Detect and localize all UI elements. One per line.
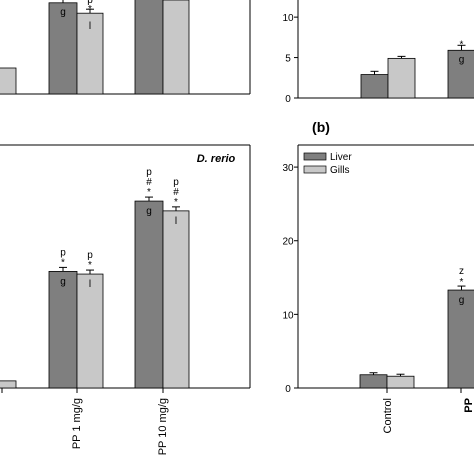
bl-sig-liver-2-1: #: [146, 177, 152, 188]
bl-sig-gills-2-l: l: [175, 216, 177, 227]
tr-ytick-label-0: 0: [285, 94, 291, 105]
br-legend-swatch-gills: [303, 165, 327, 174]
bl-annotation: D. rerio: [197, 153, 236, 165]
br-panel-label: (b): [312, 119, 330, 135]
bl-bar-gills-2: [162, 210, 190, 389]
tr-ytick-label-1: 5: [285, 54, 291, 65]
bl-sig-liver-2-g: g: [146, 206, 152, 217]
tl-bar-liver-2: [134, 0, 164, 95]
tl-sig-gills-1-l: l: [89, 21, 91, 32]
br-bar-control-liver: [359, 374, 388, 389]
br-sig-g: g: [459, 295, 465, 306]
tr-bar-control-liver: [360, 74, 389, 99]
br-ytick-label-1: 10: [282, 310, 294, 321]
br-cat-label-1: PP: [463, 398, 474, 413]
bl-bar-liver-1: [48, 270, 78, 389]
tr-sig-star: *: [460, 39, 464, 50]
br-ytick-label-0: 0: [285, 384, 291, 395]
bl-sig-gills-2-1: #: [173, 187, 179, 198]
tl-bar-gills-1: [76, 12, 104, 95]
bl-sig-liver-2-0: p: [146, 167, 152, 178]
tl-sig-gills-1-p: p: [87, 0, 93, 6]
br-ytick-label-2: 20: [282, 237, 294, 248]
bl-sig-gills-1-0: p: [87, 250, 93, 261]
bl-sig-liver-1-1: *: [61, 257, 65, 268]
tr-bar-control-gills: [387, 57, 416, 99]
br-cat-label-0: Control: [382, 398, 394, 433]
br-legend-label-gills: Gills: [330, 165, 349, 176]
br-bar-control-gills: [386, 375, 415, 389]
br-sig-star: *: [460, 277, 464, 288]
bl-bar-control-gills: [0, 380, 17, 389]
bl-sig-gills-1-l: l: [89, 279, 91, 290]
br-sig-z: z: [459, 266, 464, 277]
bl-sig-gills-2-2: *: [174, 197, 178, 208]
tl-sig-gills-1-star: *: [88, 4, 92, 15]
tr-sig-g: g: [459, 54, 465, 65]
tr-ytick-label-2: 10: [282, 13, 294, 24]
bl-sig-liver-2-2: *: [147, 187, 151, 198]
bl-cat-label-1: PP 1 mg/g: [71, 398, 83, 449]
bl-bar-gills-1: [76, 273, 104, 389]
tl-sig-liver-1: g: [60, 7, 66, 18]
br-ytick-label-3: 30: [282, 163, 294, 174]
bl-sig-gills-1-1: *: [88, 260, 92, 271]
bl-sig-liver-1-g: g: [60, 276, 66, 287]
tl-bar-control-gills: [0, 67, 17, 95]
br-legend-label-liver: Liver: [330, 152, 352, 163]
br-legend-swatch-liver: [303, 152, 327, 161]
bl-bar-liver-2: [134, 200, 164, 389]
bl-sig-gills-2-0: p: [173, 177, 179, 188]
tl-bar-gills-2: [162, 0, 190, 95]
bl-cat-label-2: PP 10 mg/g: [157, 398, 169, 455]
bl-sig-liver-1-0: p: [60, 247, 66, 258]
